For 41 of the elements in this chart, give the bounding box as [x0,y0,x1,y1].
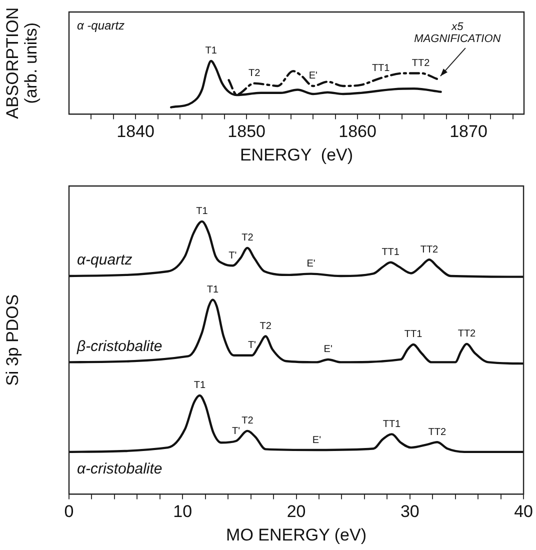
x-tick-label: 30 [400,502,420,522]
x-axis-title: ENERGY (eV) [240,145,354,164]
annotation: T1 [206,284,220,296]
x-tick-label: 20 [286,502,306,522]
annotation: TT1 [404,329,423,340]
annotation: TT1 [382,418,402,430]
annotation: T1 [194,380,206,392]
text: α -quartz [77,18,125,32]
x-tick-label: 40 [514,502,534,522]
series-label: β-cristobalite [76,338,162,355]
x-tick-label: 1860 [338,122,376,142]
annotation: T' [228,250,237,262]
x-tick-label: 10 [173,502,192,522]
x-axis-title: MO ENERGY (eV) [226,525,366,544]
annotation: E' [324,344,332,356]
y-axis-title: ABSORPTION (arb. units) [3,7,41,119]
y-axis-title: Si 3p PDOS [3,294,22,386]
annotation: T2 [260,321,272,332]
annotation: TT2 [420,244,439,256]
annotation: E' [312,434,322,446]
annotation: T2 [242,232,254,244]
annotation: T' [248,340,256,352]
annotation: T1 [196,206,208,218]
annotation: E' [308,70,318,82]
x-tick-label: 1870 [450,122,488,142]
annotation: T1 [205,46,218,57]
x-tick-label: 1850 [228,122,266,142]
series-label: α-cristobalite [77,460,162,478]
annotation: TT2 [458,328,476,340]
annotation: TT1 [372,62,390,74]
x-tick-label: 1840 [116,122,154,142]
x-tick-label: 0 [64,502,74,522]
annotation: T2 [242,416,254,427]
annotation: TT1 [382,247,400,258]
annotation: TT2 [412,58,430,69]
annotation: T2 [248,68,261,80]
annotation: E' [306,258,316,270]
annotation: x5 MAGNIFICATION [414,21,501,46]
series-label: α-quartz [77,252,133,269]
annotation: T' [232,426,240,437]
annotation: TT2 [428,426,447,438]
